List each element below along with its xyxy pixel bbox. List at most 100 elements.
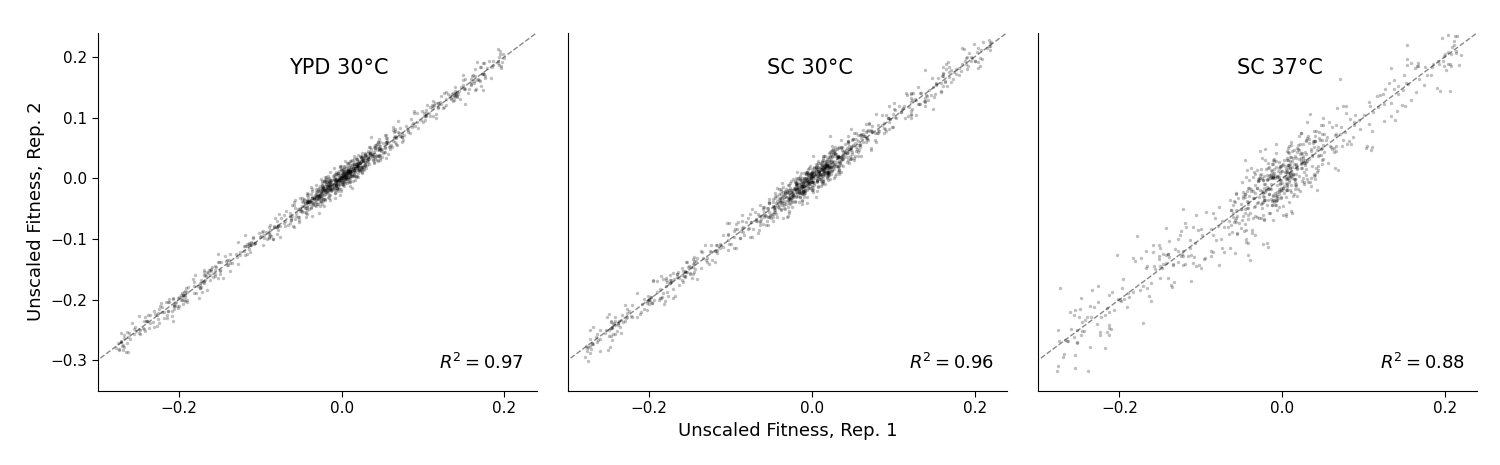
- Point: [1378, 99, 1402, 106]
- Point: [279, 210, 303, 217]
- Point: [640, 299, 664, 307]
- Point: [280, 222, 304, 230]
- Point: [688, 247, 712, 254]
- Point: [375, 138, 399, 145]
- Point: [340, 177, 364, 185]
- Point: [362, 156, 386, 164]
- Point: [1274, 186, 1298, 194]
- Point: [952, 57, 976, 65]
- Point: [1209, 236, 1233, 243]
- Point: [209, 266, 232, 274]
- Point: [795, 199, 819, 206]
- Point: [327, 167, 351, 175]
- Point: [1332, 102, 1356, 109]
- Point: [1310, 122, 1334, 129]
- Point: [1264, 163, 1288, 171]
- Point: [398, 130, 422, 137]
- Point: [831, 147, 855, 155]
- Point: [735, 218, 759, 226]
- Point: [345, 164, 369, 172]
- Point: [762, 204, 786, 211]
- Point: [764, 193, 788, 200]
- Point: [798, 180, 822, 187]
- Point: [364, 153, 388, 160]
- Point: [1293, 156, 1317, 164]
- Point: [847, 131, 871, 139]
- Point: [1192, 254, 1216, 261]
- Point: [1272, 169, 1296, 176]
- Point: [859, 144, 883, 152]
- Point: [798, 163, 822, 170]
- Point: [867, 127, 891, 134]
- Point: [332, 162, 356, 170]
- Point: [698, 247, 721, 254]
- Point: [1233, 173, 1257, 180]
- Point: [146, 310, 170, 317]
- Point: [1142, 262, 1166, 270]
- Point: [366, 153, 390, 160]
- Point: [1140, 297, 1164, 305]
- Point: [675, 269, 699, 276]
- Point: [436, 90, 460, 97]
- Point: [345, 155, 369, 163]
- Point: [188, 279, 211, 286]
- Point: [306, 196, 330, 203]
- Point: [825, 162, 849, 170]
- Point: [386, 141, 410, 149]
- Point: [310, 183, 334, 191]
- Point: [262, 214, 286, 221]
- Point: [468, 77, 492, 85]
- Point: [1299, 182, 1323, 189]
- Point: [152, 314, 176, 322]
- Point: [855, 137, 879, 144]
- Point: [165, 294, 189, 302]
- Point: [1342, 119, 1366, 126]
- Point: [640, 300, 664, 307]
- Point: [1236, 204, 1260, 212]
- Point: [774, 187, 798, 195]
- Point: [296, 202, 320, 210]
- Point: [340, 164, 364, 172]
- Point: [318, 184, 342, 192]
- Point: [345, 159, 369, 166]
- Point: [303, 191, 327, 199]
- Point: [326, 170, 350, 178]
- Point: [1366, 103, 1390, 110]
- Point: [1228, 200, 1252, 207]
- Point: [748, 218, 772, 225]
- Point: [162, 302, 186, 310]
- Point: [1246, 177, 1270, 184]
- Point: [946, 71, 970, 78]
- Point: [1233, 235, 1257, 242]
- Point: [796, 178, 820, 186]
- Point: [382, 126, 406, 133]
- Point: [1238, 193, 1262, 200]
- Point: [326, 178, 350, 186]
- Point: [374, 140, 398, 148]
- Point: [760, 210, 784, 218]
- Point: [297, 198, 321, 205]
- Point: [1251, 240, 1275, 248]
- Point: [807, 163, 831, 171]
- Point: [468, 63, 492, 71]
- Point: [837, 159, 861, 166]
- Point: [1166, 235, 1190, 243]
- Point: [777, 181, 801, 188]
- Point: [1286, 146, 1310, 153]
- Point: [682, 259, 706, 267]
- Point: [681, 263, 705, 271]
- Point: [430, 104, 454, 112]
- Point: [180, 276, 204, 283]
- Point: [638, 300, 662, 308]
- Point: [404, 122, 427, 130]
- Point: [1268, 164, 1292, 172]
- Point: [1268, 169, 1292, 177]
- Point: [194, 271, 217, 279]
- Point: [374, 134, 398, 141]
- Point: [352, 154, 376, 161]
- Point: [770, 194, 794, 202]
- Point: [827, 144, 850, 152]
- Point: [322, 187, 346, 194]
- Point: [339, 167, 363, 175]
- Point: [1226, 213, 1250, 220]
